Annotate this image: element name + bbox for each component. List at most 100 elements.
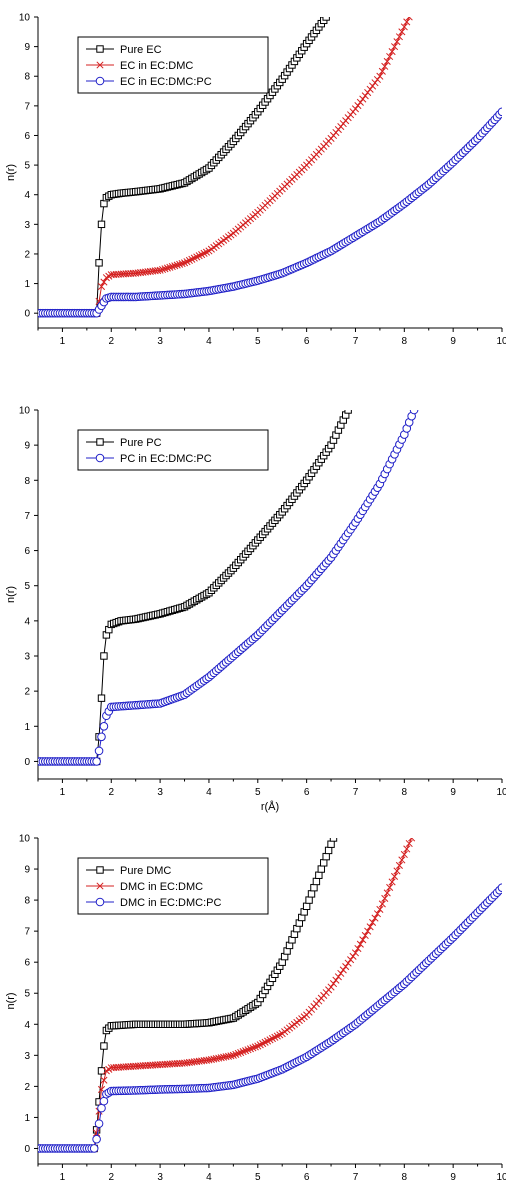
- data-point: [166, 263, 174, 271]
- data-point: [327, 840, 335, 848]
- data-point: [351, 105, 360, 113]
- plot-area: [38, 838, 502, 1153]
- x-tick-label: 3: [157, 336, 163, 347]
- legend-marker: [95, 897, 105, 907]
- data-point: [322, 852, 330, 861]
- x-tick-label: 5: [255, 1172, 261, 1183]
- y-tick-label: 0: [24, 1144, 30, 1155]
- data-point: [239, 1048, 247, 1056]
- data-point: [156, 266, 164, 274]
- data-point: [163, 264, 171, 272]
- y-tick-label: 6: [24, 958, 30, 969]
- data-point: [92, 1134, 101, 1144]
- data-point: [378, 900, 386, 908]
- data-point: [369, 82, 377, 90]
- data-point: [408, 838, 416, 842]
- data-point: [92, 757, 101, 766]
- y-tick-label: 2: [24, 1082, 30, 1093]
- y-tick-label: 3: [24, 652, 30, 663]
- data-point: [356, 98, 364, 106]
- data-point: [381, 894, 389, 902]
- data-point: [405, 17, 413, 21]
- chart-svg-pc: 0 1 2 3 4 5 6 7 8 9 10 1 2 3 4 5 6 7 8 9 10 n(r) r(Å) Pure PC PC…: [5, 406, 506, 814]
- legend: Pure EC EC in EC:DMC EC in EC:DMC:PC: [77, 36, 269, 94]
- data-point: [383, 889, 391, 897]
- y-tick-label: 0: [24, 309, 30, 320]
- x-axis-label: r(Å): [261, 800, 279, 813]
- y-tick-label: 7: [24, 511, 30, 522]
- data-point: [178, 260, 186, 268]
- series-2: [38, 410, 419, 766]
- data-point: [97, 694, 106, 702]
- data-point: [371, 79, 379, 87]
- data-point: [354, 102, 362, 110]
- x-tick-label: 5: [255, 336, 261, 347]
- data-point: [364, 927, 372, 935]
- x-tick-label: 6: [304, 787, 310, 798]
- x-tick-label: 9: [450, 787, 456, 798]
- x-tick-label: 9: [450, 336, 456, 347]
- y-tick-label: 0: [24, 757, 30, 768]
- y-tick-label: 3: [24, 220, 30, 231]
- legend-marker: [96, 882, 104, 890]
- x-tick-label: 6: [304, 1172, 310, 1183]
- data-point: [176, 260, 184, 268]
- x-tick-label: 8: [402, 787, 408, 798]
- y-tick-label: 4: [24, 1020, 30, 1031]
- series-line: [38, 887, 502, 1149]
- data-point: [322, 17, 330, 21]
- y-tick-label: 2: [24, 687, 30, 698]
- data-point: [320, 859, 328, 867]
- x-tick-label: 1: [60, 787, 66, 798]
- legend-label: EC in EC:DMC: [120, 60, 193, 72]
- y-tick-label: 8: [24, 72, 30, 83]
- data-point: [95, 259, 103, 267]
- data-point: [390, 43, 399, 51]
- chart-panel-dmc: 0 1 2 3 4 5 6 7 8 9 10 1 2 3 4 5 6 7 8 9 10 n(r) Pure DMC DMC i…: [0, 826, 506, 1202]
- legend: Pure PC PC in EC:DMC:PC: [77, 429, 269, 471]
- y-tick-label: 3: [24, 1051, 30, 1062]
- data-point: [356, 940, 364, 948]
- data-point: [97, 732, 106, 742]
- data-point: [244, 1046, 252, 1054]
- data-point: [386, 52, 394, 61]
- x-tick-label: 7: [353, 336, 359, 347]
- data-point: [497, 107, 502, 117]
- data-point: [171, 262, 179, 270]
- y-tick-label: 9: [24, 865, 30, 876]
- chart-panel-pc: 0 1 2 3 4 5 6 7 8 9 10 1 2 3 4 5 6 7 8 9 10 n(r) r(Å) Pure PC PC…: [0, 396, 506, 814]
- series-3: [38, 883, 502, 1153]
- x-tick-label: 5: [255, 787, 261, 798]
- data-point: [347, 956, 355, 964]
- data-point: [378, 67, 386, 75]
- data-point: [232, 1050, 240, 1058]
- data-point: [249, 1044, 257, 1052]
- data-point: [237, 1048, 245, 1057]
- data-point: [395, 861, 403, 870]
- data-point: [369, 918, 377, 927]
- data-point: [403, 18, 411, 26]
- legend-marker: [96, 866, 104, 874]
- chart-svg-ec: 0 1 2 3 4 5 6 7 8 9 10 1 2 3 4 5 6 7 8 9 10 n(r) Pure EC EC in …: [5, 13, 506, 348]
- data-point: [317, 865, 325, 873]
- data-point: [327, 983, 335, 991]
- data-point: [94, 746, 104, 756]
- data-point: [366, 923, 374, 931]
- data-point: [229, 1051, 237, 1059]
- data-point: [97, 282, 106, 291]
- x-tick-label: 9: [450, 1172, 456, 1183]
- y-tick-label: 5: [24, 581, 30, 592]
- data-point: [361, 931, 369, 940]
- data-point: [393, 38, 401, 46]
- data-point: [307, 890, 316, 898]
- legend-label: Pure EC: [120, 44, 162, 56]
- x-tick-label: 2: [108, 336, 114, 347]
- x-tick-label: 7: [353, 1172, 359, 1183]
- legend-marker: [96, 61, 104, 69]
- legend-label: Pure DMC: [120, 865, 171, 877]
- data-point: [94, 1119, 104, 1128]
- plot-area: [38, 17, 502, 318]
- chart-svg-dmc: 0 1 2 3 4 5 6 7 8 9 10 1 2 3 4 5 6 7 8 9 10 n(r) Pure DMC DMC i…: [5, 834, 506, 1184]
- data-point: [359, 95, 367, 103]
- data-point: [393, 867, 401, 875]
